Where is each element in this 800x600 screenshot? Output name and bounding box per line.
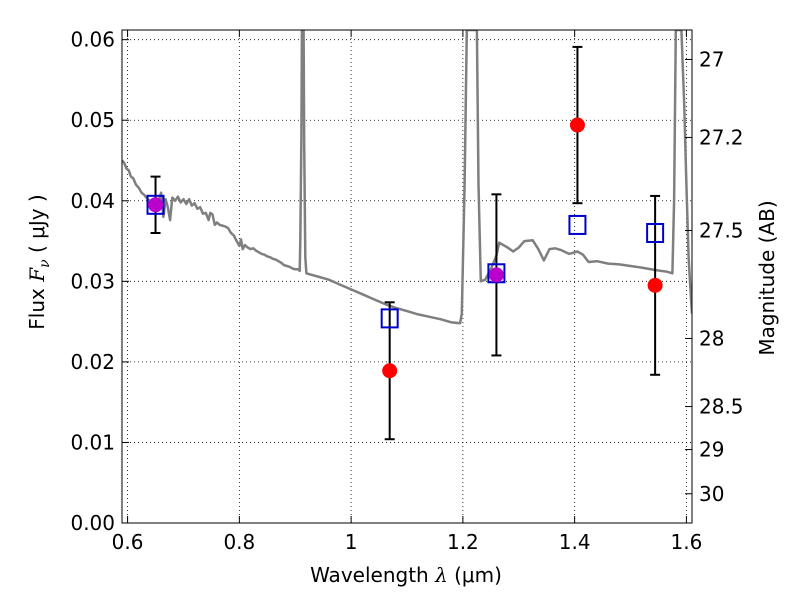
y-tick-label: 0.01 [70, 430, 115, 454]
observed-data-point [382, 363, 398, 379]
y2-tick-label: 27.2 [699, 125, 744, 149]
x-tick-label: 0.6 [112, 530, 144, 554]
y-tick-label: 0.05 [70, 108, 115, 132]
y2-tick-label: 28 [699, 326, 724, 350]
x-tick-label: 0.8 [223, 530, 255, 554]
y-tick-label: 0.04 [70, 189, 115, 213]
model-photometry-layer [146, 194, 665, 329]
spectrum-line [122, 30, 692, 325]
grid [122, 30, 692, 524]
y-axis-label: Flux Fν ( μJy ) [25, 194, 53, 329]
y-tick-label: 0.02 [70, 350, 115, 374]
y2-tick-label: 30 [699, 482, 724, 506]
plot-frame [121, 29, 693, 524]
observed-data-point [148, 197, 164, 213]
y-tick-label: 0.00 [70, 511, 115, 535]
x-tick-label: 1.2 [447, 530, 479, 554]
observed-data-point [647, 277, 663, 293]
errorbar-layer [150, 45, 661, 441]
y2-tick-label: 29 [699, 438, 724, 462]
x-tick-label: 1.4 [559, 530, 591, 554]
x-tick-label: 1 [345, 530, 358, 554]
model-photometry-marker [146, 194, 165, 215]
x-axis-label: Wavelength λ (μm) [310, 563, 502, 587]
observed-data-point [569, 117, 585, 133]
y2-axis-label: Magnitude (AB) [755, 200, 779, 355]
model-photometry-marker [646, 223, 665, 243]
observed-data-point [488, 267, 504, 283]
y2-tick-label: 27.5 [699, 219, 744, 243]
model-photometry-marker [568, 214, 587, 235]
y-tick-label: 0.06 [70, 28, 115, 52]
spectrum-layer [122, 30, 692, 325]
tick-layer: 0.6 0.8 1 1.2 1.4 1.6 0.00 0.01 0.02 0.03 0.04 0.05… [70, 28, 743, 554]
y-tick-label: 0.03 [70, 269, 115, 293]
y2-tick-label: 28.5 [699, 395, 744, 419]
model-photometry-marker [380, 308, 399, 329]
x-tick-label: 1.6 [671, 530, 703, 554]
observed-photometry-layer [148, 117, 663, 379]
y2-tick-label: 27 [699, 47, 724, 71]
